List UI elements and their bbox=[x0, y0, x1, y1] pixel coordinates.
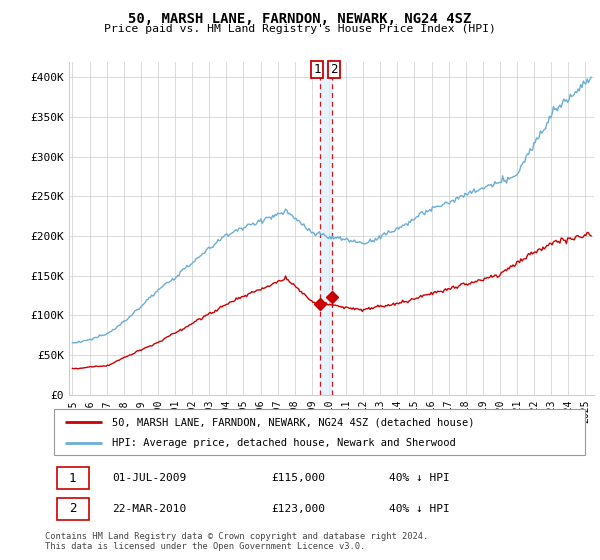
Text: Contains HM Land Registry data © Crown copyright and database right 2024.: Contains HM Land Registry data © Crown c… bbox=[45, 532, 428, 541]
Text: Price paid vs. HM Land Registry's House Price Index (HPI): Price paid vs. HM Land Registry's House … bbox=[104, 24, 496, 34]
FancyBboxPatch shape bbox=[56, 498, 89, 520]
Text: 40% ↓ HPI: 40% ↓ HPI bbox=[389, 504, 449, 514]
Bar bbox=[320, 62, 332, 395]
Text: 1: 1 bbox=[314, 63, 321, 76]
Text: 01-JUL-2009: 01-JUL-2009 bbox=[112, 473, 187, 483]
Text: 22-MAR-2010: 22-MAR-2010 bbox=[112, 504, 187, 514]
Text: HPI: Average price, detached house, Newark and Sherwood: HPI: Average price, detached house, Newa… bbox=[112, 438, 456, 449]
Text: 2: 2 bbox=[331, 63, 338, 76]
Text: £123,000: £123,000 bbox=[272, 504, 326, 514]
FancyBboxPatch shape bbox=[54, 409, 585, 455]
Text: 40% ↓ HPI: 40% ↓ HPI bbox=[389, 473, 449, 483]
Text: 2: 2 bbox=[69, 502, 76, 515]
Text: 50, MARSH LANE, FARNDON, NEWARK, NG24 4SZ: 50, MARSH LANE, FARNDON, NEWARK, NG24 4S… bbox=[128, 12, 472, 26]
FancyBboxPatch shape bbox=[56, 467, 89, 489]
Text: 1: 1 bbox=[69, 472, 76, 485]
Text: This data is licensed under the Open Government Licence v3.0.: This data is licensed under the Open Gov… bbox=[45, 542, 365, 551]
Text: 50, MARSH LANE, FARNDON, NEWARK, NG24 4SZ (detached house): 50, MARSH LANE, FARNDON, NEWARK, NG24 4S… bbox=[112, 417, 475, 427]
Text: £115,000: £115,000 bbox=[272, 473, 326, 483]
